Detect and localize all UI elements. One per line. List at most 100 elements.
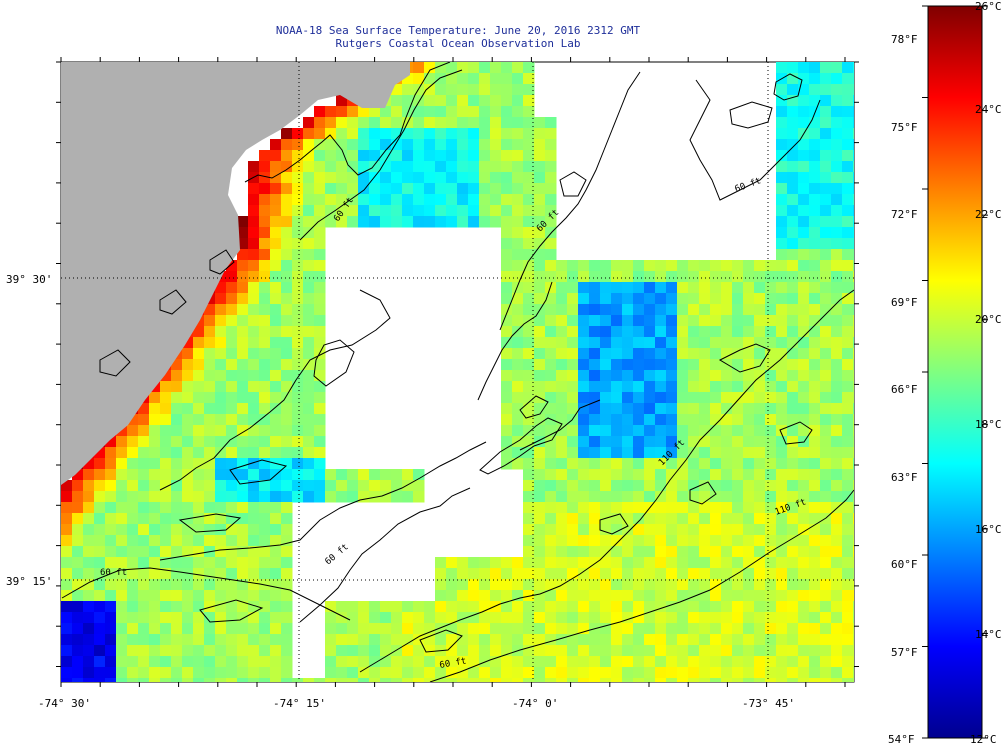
sst-pixel (292, 370, 304, 382)
sst-pixel (292, 227, 304, 239)
sst-pixel (655, 414, 667, 426)
sst-pixel (226, 645, 238, 657)
sst-pixel (523, 359, 535, 371)
sst-pixel (369, 106, 381, 118)
sst-pixel (655, 623, 667, 635)
sst-pixel (380, 150, 392, 162)
sst-pixel (215, 568, 227, 580)
sst-pixel (281, 260, 293, 272)
sst-pixel (633, 656, 645, 668)
sst-pixel (171, 425, 183, 437)
sst-pixel (545, 557, 557, 569)
sst-pixel (270, 568, 282, 580)
sst-pixel (457, 557, 469, 569)
sst-pixel (501, 150, 513, 162)
sst-pixel (699, 392, 711, 404)
sst-pixel (655, 293, 667, 305)
sst-pixel (149, 579, 161, 591)
sst-pixel (633, 480, 645, 492)
sst-pixel (787, 535, 799, 547)
sst-pixel (160, 568, 172, 580)
sst-pixel (809, 172, 821, 184)
sst-pixel (853, 315, 854, 327)
sst-pixel (633, 293, 645, 305)
sst-pixel (721, 293, 733, 305)
sst-pixel (809, 656, 821, 668)
sst-pixel (776, 392, 788, 404)
sst-pixel (380, 612, 392, 624)
sst-pixel (127, 634, 139, 646)
sst-pixel (633, 568, 645, 580)
sst-pixel (633, 447, 645, 459)
sst-pixel (765, 557, 777, 569)
sst-pixel (699, 370, 711, 382)
sst-pixel (831, 172, 843, 184)
sst-pixel (523, 667, 535, 679)
sst-pixel (534, 612, 546, 624)
sst-pixel (776, 612, 788, 624)
sst-pixel (809, 183, 821, 195)
sst-pixel (105, 667, 117, 679)
sst-pixel (677, 370, 689, 382)
land-new-jersey (61, 62, 340, 485)
sst-pixel (501, 348, 513, 360)
sst-pixel (578, 436, 590, 448)
sst-pixel (281, 612, 293, 624)
sst-pixel (512, 667, 524, 679)
sst-pixel (853, 117, 854, 129)
sst-pixel (842, 645, 854, 657)
sst-pixel (215, 590, 227, 602)
sst-pixel (523, 524, 535, 536)
sst-pixel (325, 667, 337, 679)
sst-pixel (226, 337, 238, 349)
sst-pixel (798, 392, 810, 404)
sst-pixel (600, 667, 612, 679)
sst-pixel (457, 612, 469, 624)
sst-pixel (589, 535, 601, 547)
sst-pixel (501, 106, 513, 118)
sst-pixel (545, 590, 557, 602)
sst-pixel (171, 535, 183, 547)
sst-pixel (633, 359, 645, 371)
sst-pixel (743, 414, 755, 426)
sst-pixel (479, 205, 491, 217)
sst-pixel (842, 546, 854, 558)
sst-pixel (523, 436, 535, 448)
sst-pixel (523, 634, 535, 646)
sst-pixel (358, 667, 370, 679)
sst-pixel (105, 524, 117, 536)
sst-pixel (567, 381, 579, 393)
sst-pixel (831, 403, 843, 415)
sst-pixel (776, 579, 788, 591)
sst-pixel (468, 568, 480, 580)
sst-pixel (765, 667, 777, 679)
sst-pixel (699, 447, 711, 459)
sst-pixel (622, 656, 634, 668)
sst-pixel (622, 601, 634, 613)
sst-pixel (479, 128, 491, 140)
sst-pixel (204, 656, 216, 668)
sst-pixel (842, 656, 854, 668)
sst-pixel (710, 667, 722, 679)
sst-pixel (622, 667, 634, 679)
sst-pixel (446, 590, 458, 602)
sst-pixel (820, 491, 832, 503)
sst-pixel (809, 546, 821, 558)
sst-pixel (556, 546, 568, 558)
cbar-f-label: 75°F (891, 121, 918, 134)
sst-pixel (413, 205, 425, 217)
sst-pixel (589, 403, 601, 415)
sst-pixel (281, 546, 293, 558)
sst-pixel (644, 436, 656, 448)
sst-pixel (633, 348, 645, 360)
sst-pixel (765, 601, 777, 613)
sst-pixel (281, 194, 293, 206)
sst-pixel (138, 623, 150, 635)
sst-pixel (204, 469, 216, 481)
sst-pixel (281, 381, 293, 393)
sst-pixel (193, 447, 205, 459)
sst-pixel (138, 447, 150, 459)
sst-pixel (567, 656, 579, 668)
sst-pixel (116, 634, 128, 646)
sst-pixel (831, 579, 843, 591)
